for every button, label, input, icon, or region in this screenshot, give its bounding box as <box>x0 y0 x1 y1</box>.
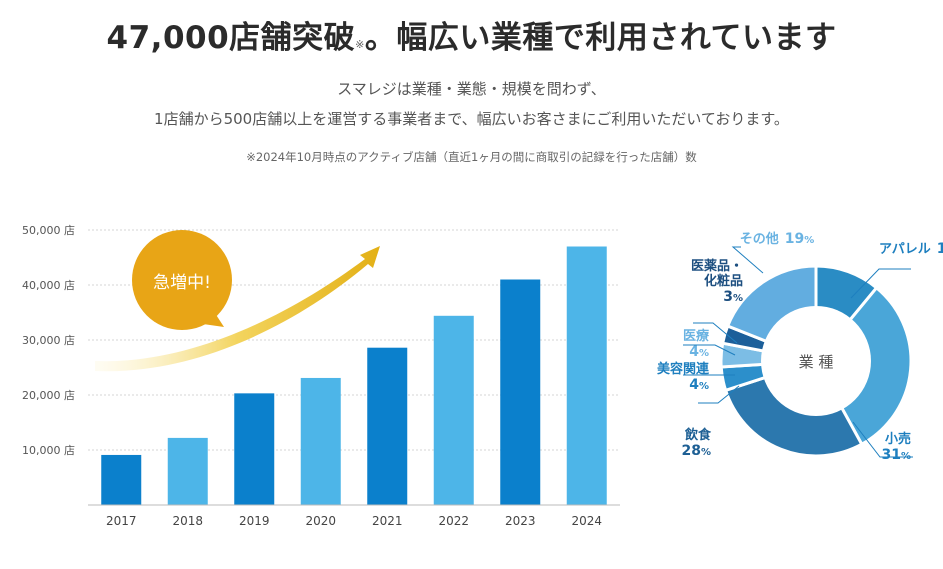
growth-badge: 急増中! <box>132 230 232 330</box>
page-title: 47,000店舗突破※。幅広い業種で利用されています <box>0 12 943 57</box>
donut-label-アパレル: アパレル11% <box>879 241 943 257</box>
donut-hole <box>761 306 871 416</box>
donut-label-美容関連: 美容関連 4% <box>657 361 710 393</box>
donut-label-医薬品・化粧品: 医薬品・化粧品 3% <box>691 258 743 305</box>
headline-rest: 。幅広い業種で利用されています <box>364 20 837 56</box>
subtitle-line-2: 1店舗から500店舗以上を運営する事業者まで、幅広いお客さまにご利用いただいてお… <box>154 110 789 128</box>
x-tick-label: 2017 <box>106 514 137 528</box>
bar-2020 <box>300 377 341 505</box>
store-count-bar-chart: 10,000 店 20,000 店 30,000 店 40,000 店 50,000 店… <box>22 223 620 528</box>
bar-2021 <box>367 347 408 505</box>
growth-badge-tail <box>196 307 224 327</box>
bar-2017 <box>101 454 142 505</box>
y-tick-label: 10,000 店 <box>22 443 75 457</box>
donut-label-その他: その他 19% <box>740 231 815 247</box>
bar-2022 <box>433 315 474 505</box>
y-tick-label: 50,000 店 <box>22 223 75 237</box>
y-tick-label: 40,000 店 <box>22 278 75 292</box>
subtitle-line-1: スマレジは業種・業態・規模を問わず、 <box>337 80 606 98</box>
donut-label-医療: 医療 4% <box>683 328 710 360</box>
footnote: ※2024年10月時点のアクティブ店舗（直近1ヶ月の間に商取引の記録を行った店舗… <box>246 150 697 164</box>
x-tick-labels: 2017 2018 2019 2020 2021 2022 2023 2024 <box>106 514 602 528</box>
bar-2023 <box>500 279 541 505</box>
x-tick-label: 2022 <box>438 514 469 528</box>
x-tick-label: 2018 <box>172 514 203 528</box>
headline-main: 47,000店舗突破 <box>106 20 356 56</box>
donut-label-飲食: 飲食 28% <box>681 427 712 459</box>
bar-2024 <box>566 246 607 505</box>
bar-2018 <box>167 437 208 505</box>
donut-leader-lines <box>683 246 913 458</box>
x-tick-label: 2024 <box>571 514 602 528</box>
headline-note-mark: ※ <box>355 38 365 51</box>
x-tick-label: 2020 <box>305 514 336 528</box>
bar-2019 <box>234 393 275 505</box>
y-tick-label: 30,000 店 <box>22 333 75 347</box>
y-tick-label: 20,000 店 <box>22 388 75 402</box>
growth-badge-text: 急増中! <box>153 273 211 293</box>
donut-label-小売: 小売 31% <box>881 431 911 463</box>
growth-badge-circle <box>132 230 232 330</box>
x-tick-label: 2019 <box>239 514 270 528</box>
x-tick-label: 2021 <box>372 514 403 528</box>
x-tick-label: 2023 <box>505 514 536 528</box>
y-tick-labels: 10,000 店 20,000 店 30,000 店 40,000 店 50,000 店 <box>22 223 75 457</box>
donut-center-label: 業 種 <box>799 353 834 371</box>
bars <box>101 246 607 505</box>
